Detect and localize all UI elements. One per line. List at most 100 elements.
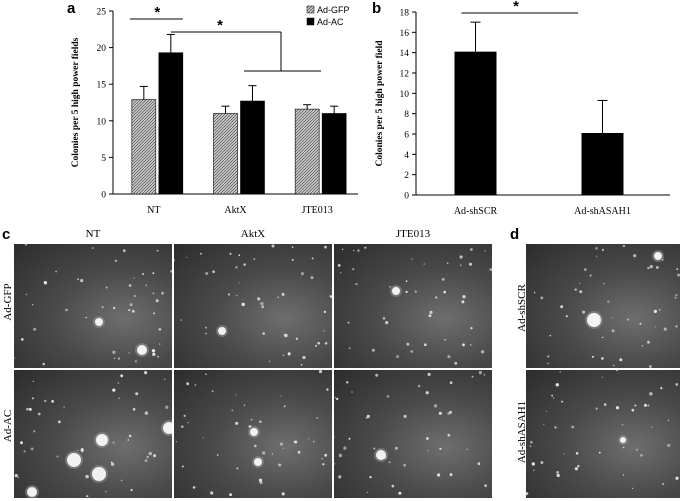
speckle — [241, 302, 245, 307]
speckle — [552, 397, 555, 399]
speckle — [589, 274, 592, 277]
speckle — [615, 406, 620, 410]
speckle — [297, 450, 301, 454]
speckle — [461, 300, 465, 304]
speckle — [14, 474, 18, 478]
speckle — [351, 391, 353, 393]
speckle — [324, 342, 328, 345]
speckle — [161, 291, 164, 295]
colony — [95, 318, 103, 326]
speckle — [112, 350, 116, 354]
speckle — [32, 380, 34, 383]
speckle — [410, 350, 414, 353]
speckle — [603, 282, 605, 285]
speckle — [601, 376, 603, 378]
y-tick-label: 0 — [404, 192, 409, 202]
speckle — [667, 443, 671, 447]
speckle — [231, 409, 234, 412]
speckle — [649, 265, 653, 269]
speckle — [403, 414, 407, 418]
speckle — [574, 467, 578, 471]
speckle — [291, 258, 294, 261]
speckle — [382, 317, 386, 320]
speckle — [117, 382, 120, 384]
speckle — [112, 441, 115, 444]
speckle — [315, 344, 317, 347]
speckle — [338, 453, 343, 458]
speckle — [348, 437, 351, 440]
speckle — [447, 262, 449, 264]
micrograph-texture — [14, 371, 172, 498]
colony — [620, 437, 626, 443]
speckle — [462, 343, 465, 347]
speckle — [636, 448, 638, 451]
speckle — [322, 463, 325, 466]
colony — [92, 467, 106, 481]
speckle — [531, 462, 535, 466]
speckle — [243, 404, 246, 407]
speckle — [364, 246, 367, 249]
speckle — [148, 451, 152, 456]
y-tick-label: 25 — [97, 8, 107, 18]
speckle — [338, 475, 342, 479]
speckle — [675, 383, 679, 386]
speckle — [33, 430, 36, 433]
speckle — [560, 305, 564, 309]
speckle — [396, 355, 400, 359]
colony — [376, 450, 386, 460]
speckle — [77, 449, 79, 452]
speckle — [373, 447, 376, 450]
speckle — [649, 365, 652, 368]
speckle — [677, 273, 680, 277]
speckle — [478, 371, 482, 375]
speckle — [483, 374, 485, 376]
speckle — [336, 397, 339, 400]
speckle — [186, 382, 188, 384]
row-header-ad-gfp: Ad-GFP — [2, 283, 14, 321]
speckle — [595, 407, 598, 410]
speckle — [489, 268, 492, 271]
speckle — [425, 391, 429, 395]
speckle — [316, 416, 319, 419]
speckle — [186, 256, 188, 259]
speckle — [598, 451, 601, 454]
speckle — [526, 492, 529, 496]
colony — [67, 453, 81, 467]
speckle — [28, 407, 32, 411]
speckle — [105, 490, 107, 493]
speckle — [268, 360, 271, 363]
speckle — [398, 491, 402, 495]
speckle — [235, 421, 239, 425]
speckle — [111, 462, 115, 466]
speckle — [80, 279, 84, 283]
speckle — [227, 293, 231, 296]
speckle — [129, 303, 133, 307]
speckle — [311, 257, 314, 260]
speckle — [484, 250, 486, 252]
speckle — [611, 329, 615, 333]
speckle — [439, 447, 442, 450]
speckle — [324, 245, 327, 249]
micrograph-ad-shscr — [526, 244, 680, 368]
speckle — [663, 327, 667, 331]
x-category-label: Ad-shSCR — [454, 206, 498, 217]
speckle — [603, 403, 607, 406]
speckle — [561, 400, 564, 403]
speckle — [621, 423, 624, 426]
speckle — [469, 344, 472, 346]
speckle — [405, 280, 408, 282]
speckle — [334, 397, 336, 399]
speckle — [386, 395, 390, 398]
speckle — [675, 476, 679, 480]
speckle — [343, 446, 347, 450]
speckle — [385, 321, 389, 325]
speckle — [462, 295, 466, 299]
speckle — [353, 249, 355, 252]
micrograph-nt-ad-ac — [14, 370, 172, 498]
speckle — [334, 436, 335, 438]
row-header-ad-ac: Ad-AC — [2, 409, 14, 443]
significance-star: * — [217, 17, 223, 34]
panel-label-a: a — [67, 0, 76, 17]
speckle — [676, 268, 679, 270]
speckle — [37, 412, 41, 416]
